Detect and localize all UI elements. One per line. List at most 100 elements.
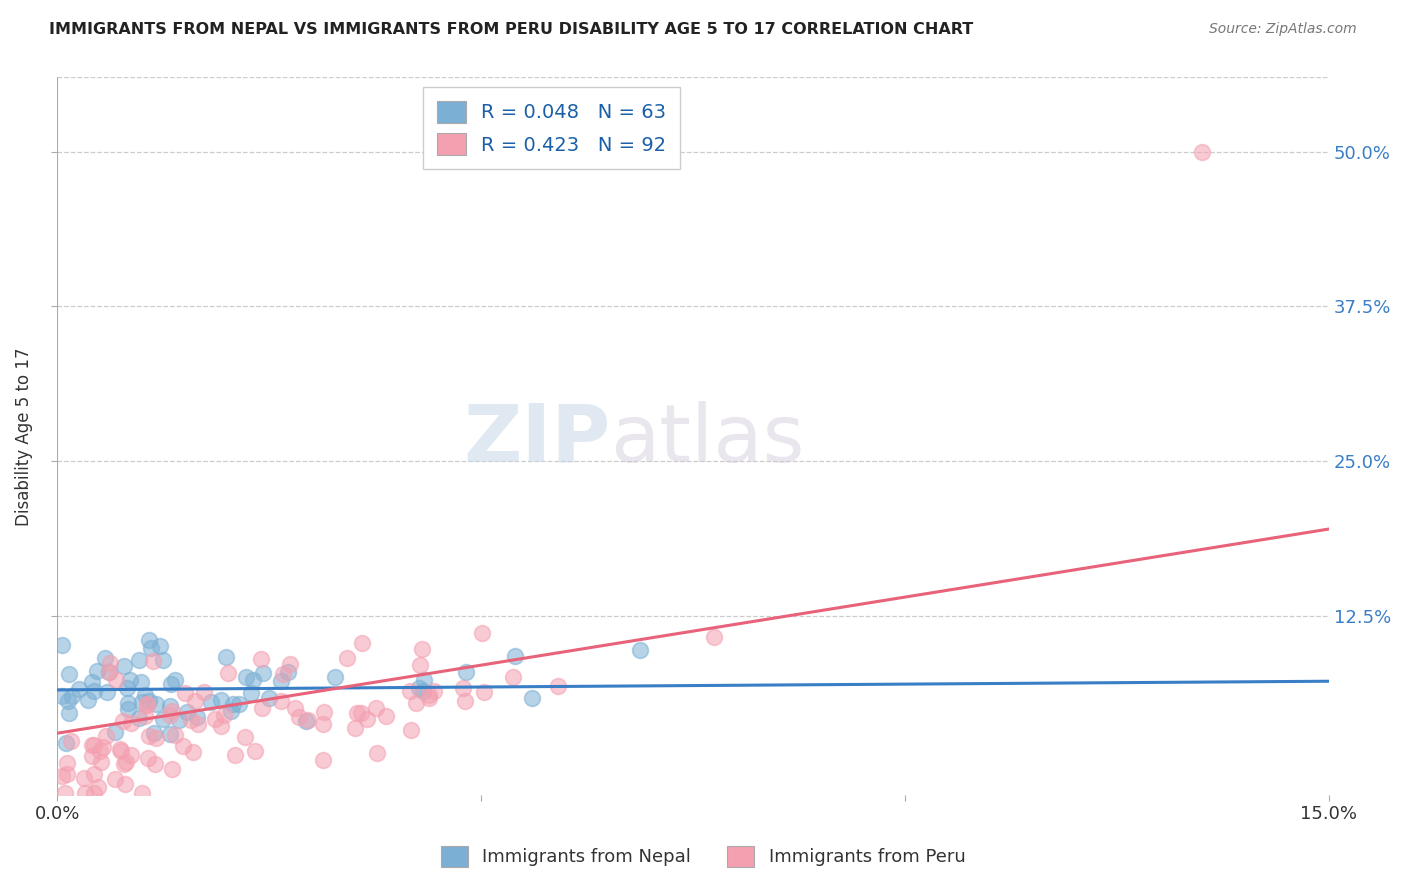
Point xyxy=(117,696,139,710)
Text: IMMIGRANTS FROM NEPAL VS IMMIGRANTS FROM PERU DISABILITY AGE 5 TO 17 CORRELATION: IMMIGRANTS FROM NEPAL VS IMMIGRANTS FROM… xyxy=(49,22,973,37)
Point xyxy=(135,698,157,713)
Point xyxy=(502,670,524,684)
Point xyxy=(90,756,112,770)
Point xyxy=(366,701,388,715)
Point xyxy=(284,701,307,715)
Point xyxy=(217,666,239,681)
Point xyxy=(294,714,316,729)
Point xyxy=(149,640,172,654)
Point xyxy=(240,686,263,700)
Point xyxy=(142,726,165,740)
Point xyxy=(108,742,131,756)
Point xyxy=(186,710,208,724)
Point xyxy=(83,767,105,781)
Point xyxy=(110,744,132,758)
Point xyxy=(112,757,135,772)
Point xyxy=(418,691,440,706)
Point xyxy=(278,657,301,671)
Point xyxy=(58,706,80,720)
Point xyxy=(204,712,226,726)
Point xyxy=(212,708,235,723)
Point xyxy=(55,736,77,750)
Point xyxy=(131,786,153,800)
Legend: Immigrants from Nepal, Immigrants from Peru: Immigrants from Nepal, Immigrants from P… xyxy=(433,838,973,874)
Point xyxy=(311,753,333,767)
Legend: R = 0.048   N = 63, R = 0.423   N = 92: R = 0.048 N = 63, R = 0.423 N = 92 xyxy=(423,87,681,169)
Point xyxy=(209,693,232,707)
Point xyxy=(138,633,160,648)
Point xyxy=(243,744,266,758)
Point xyxy=(344,721,367,735)
Point xyxy=(73,771,96,785)
Point xyxy=(159,699,181,714)
Point xyxy=(297,713,319,727)
Text: atlas: atlas xyxy=(610,401,804,479)
Point xyxy=(86,780,108,795)
Point xyxy=(152,712,174,726)
Point xyxy=(165,673,187,687)
Point xyxy=(181,745,204,759)
Point xyxy=(159,726,181,740)
Point xyxy=(131,695,153,709)
Point xyxy=(270,694,292,708)
Point xyxy=(224,747,246,762)
Point xyxy=(134,708,156,723)
Point xyxy=(323,670,346,684)
Point xyxy=(350,636,373,650)
Point xyxy=(139,640,162,655)
Point xyxy=(128,711,150,725)
Point xyxy=(270,673,292,688)
Point xyxy=(91,739,114,754)
Point xyxy=(94,650,117,665)
Point xyxy=(242,673,264,687)
Point xyxy=(114,777,136,791)
Point xyxy=(136,697,159,711)
Point xyxy=(96,685,118,699)
Point xyxy=(82,675,104,690)
Point xyxy=(454,693,477,707)
Point xyxy=(162,704,184,718)
Point xyxy=(411,642,433,657)
Point xyxy=(219,704,242,718)
Point xyxy=(83,786,105,800)
Point xyxy=(117,702,139,716)
Point xyxy=(628,642,651,657)
Point xyxy=(143,756,166,771)
Point xyxy=(59,733,82,747)
Point xyxy=(142,654,165,668)
Point xyxy=(76,693,98,707)
Point xyxy=(172,739,194,754)
Point xyxy=(80,738,103,752)
Point xyxy=(451,681,474,696)
Point xyxy=(228,697,250,711)
Point xyxy=(120,673,142,687)
Point xyxy=(1191,145,1213,159)
Point xyxy=(412,684,434,698)
Point xyxy=(252,666,274,681)
Point xyxy=(215,650,238,665)
Point xyxy=(174,685,197,699)
Point xyxy=(162,763,184,777)
Point xyxy=(503,649,526,664)
Point xyxy=(120,747,142,762)
Point xyxy=(159,677,181,691)
Point xyxy=(471,626,494,640)
Point xyxy=(51,639,73,653)
Point xyxy=(312,705,335,719)
Point xyxy=(75,786,97,800)
Point xyxy=(176,705,198,719)
Point xyxy=(350,706,373,720)
Point xyxy=(209,719,232,733)
Point xyxy=(112,714,135,729)
Point xyxy=(96,729,118,743)
Point xyxy=(98,665,121,679)
Point xyxy=(136,751,159,765)
Point xyxy=(200,695,222,709)
Point xyxy=(51,689,73,703)
Point xyxy=(56,766,79,780)
Point xyxy=(163,728,186,742)
Point xyxy=(129,675,152,690)
Point xyxy=(233,730,256,744)
Point xyxy=(277,665,299,679)
Point xyxy=(83,738,105,752)
